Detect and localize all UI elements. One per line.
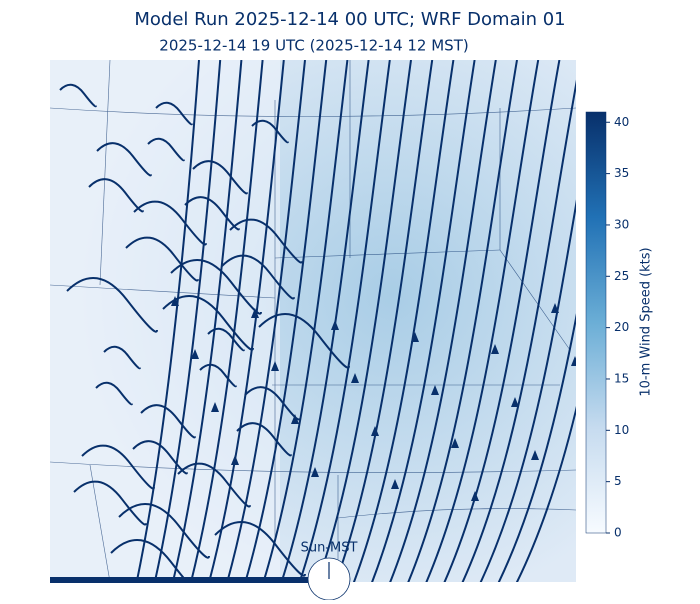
streamline-arrow bbox=[311, 467, 319, 477]
subtitle: 2025-12-14 19 UTC (2025-12-14 12 MST) bbox=[159, 37, 468, 55]
streamline bbox=[479, 199, 576, 582]
streamline bbox=[244, 386, 300, 421]
streamline bbox=[280, 60, 370, 582]
streamline bbox=[461, 79, 576, 582]
streamline bbox=[155, 101, 193, 126]
streamline bbox=[443, 60, 561, 582]
streamline bbox=[177, 462, 251, 508]
streamline bbox=[334, 60, 434, 582]
streamline bbox=[135, 60, 200, 582]
streamline-arrow bbox=[171, 296, 179, 306]
streamline-arrow bbox=[291, 414, 299, 424]
streamline-arrow bbox=[571, 356, 576, 366]
streamline bbox=[110, 539, 189, 582]
streamline bbox=[425, 60, 540, 582]
colorbar: 0 5 10 15 20 25 30 35 40 bbox=[585, 111, 629, 540]
streamline bbox=[298, 60, 391, 582]
streamline bbox=[170, 259, 262, 315]
streamline-arrow bbox=[551, 303, 559, 313]
streamline bbox=[236, 422, 292, 457]
streamline bbox=[316, 60, 412, 582]
streamline-arrow bbox=[491, 344, 499, 354]
streamline bbox=[258, 313, 350, 369]
streamline bbox=[407, 60, 518, 582]
streamline bbox=[184, 196, 240, 231]
title: Model Run 2025-12-14 00 UTC; WRF Domain … bbox=[134, 9, 565, 30]
streamline bbox=[88, 178, 144, 213]
streamline bbox=[59, 83, 97, 108]
streamline-arrow bbox=[451, 438, 459, 448]
streamline bbox=[515, 405, 576, 582]
streamline bbox=[162, 295, 254, 351]
streamline bbox=[103, 345, 141, 370]
streamline-arrow bbox=[191, 349, 199, 359]
streamline-arrow bbox=[531, 450, 539, 460]
colorbar-tick-label: 40 bbox=[614, 115, 629, 129]
streamline-arrow bbox=[391, 479, 399, 489]
streamline bbox=[147, 137, 185, 162]
clock-label: Sun-MST bbox=[301, 541, 358, 556]
streamline bbox=[125, 236, 199, 282]
colorbar-tick-label: 0 bbox=[614, 526, 622, 540]
streamline bbox=[251, 119, 289, 144]
streamline-arrow bbox=[431, 385, 439, 395]
streamline bbox=[81, 444, 155, 490]
colorbar-tick-label: 5 bbox=[614, 474, 622, 488]
colorbar-tick-label: 30 bbox=[614, 217, 629, 231]
streamline bbox=[192, 160, 248, 195]
streamline-arrow bbox=[211, 402, 219, 412]
streamline bbox=[73, 480, 147, 526]
colorbar-tick-label: 25 bbox=[614, 269, 629, 283]
streamline bbox=[95, 381, 133, 406]
streamline bbox=[214, 521, 306, 577]
streamline bbox=[132, 440, 188, 475]
wind-field-west bbox=[50, 60, 280, 582]
streamline bbox=[226, 60, 306, 582]
colorbar-scale bbox=[585, 111, 607, 534]
streamline-arrow bbox=[371, 426, 379, 436]
streamline bbox=[207, 327, 245, 352]
streamline-arrow bbox=[271, 361, 279, 371]
streamline-arrow bbox=[251, 308, 259, 318]
streamline bbox=[389, 60, 497, 582]
map bbox=[50, 60, 576, 582]
streamline-arrow bbox=[351, 373, 359, 383]
colorbar-tick-label: 15 bbox=[614, 371, 629, 385]
streamline bbox=[140, 404, 196, 439]
streamline bbox=[229, 218, 303, 264]
streamline-arrow bbox=[331, 320, 339, 330]
streamline bbox=[352, 60, 455, 582]
streamlines bbox=[59, 60, 576, 582]
colorbar-tick-label: 10 bbox=[614, 423, 629, 437]
streamline bbox=[199, 363, 237, 388]
colorbar-tick-label: 35 bbox=[614, 166, 629, 180]
streamline-arrow bbox=[511, 397, 519, 407]
streamline bbox=[171, 60, 243, 582]
streamline bbox=[118, 503, 210, 559]
streamline bbox=[370, 60, 476, 582]
streamline bbox=[262, 60, 349, 582]
streamline bbox=[96, 142, 152, 177]
colorbar-tick-label: 20 bbox=[614, 320, 629, 334]
streamline bbox=[153, 60, 222, 582]
streamline bbox=[189, 60, 264, 582]
streamline-arrow bbox=[411, 332, 419, 342]
colorbar-label: 10-m Wind Speed (kts) bbox=[639, 247, 654, 396]
streamline bbox=[497, 313, 576, 582]
streamline bbox=[66, 277, 158, 333]
streamline bbox=[221, 254, 295, 300]
streamline bbox=[133, 200, 207, 246]
